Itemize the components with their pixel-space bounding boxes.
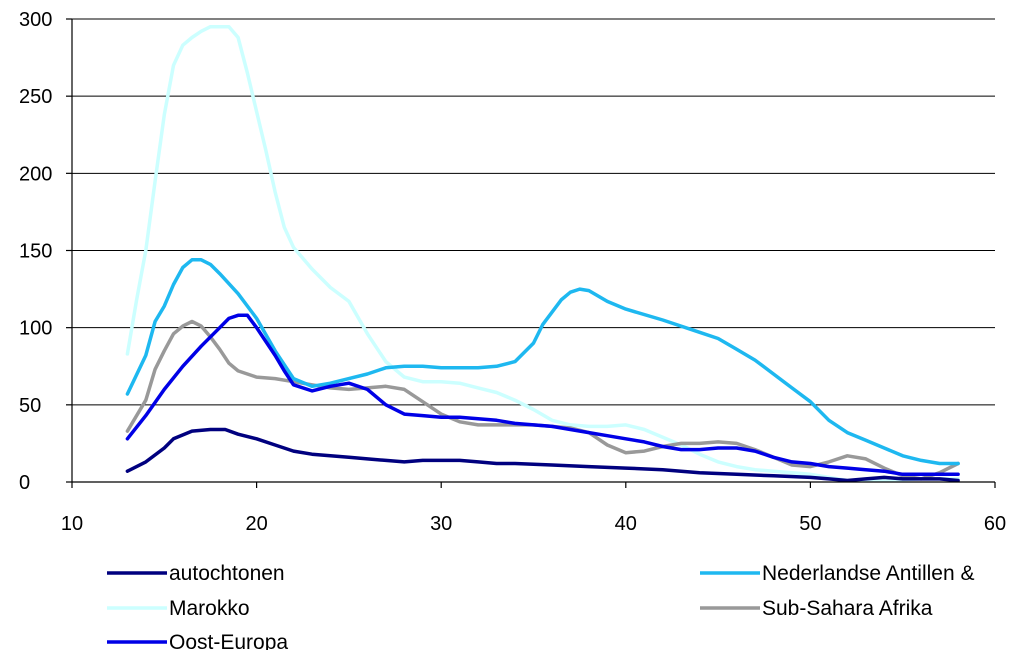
legend-label-nederlandse-antillen: Nederlandse Antillen & — [762, 562, 974, 585]
x-tick-label: 60 — [984, 513, 1006, 535]
legend-label-oost-europa: Oost-Europa — [169, 631, 288, 650]
series-line-sub-sahara-afrika — [125, 319, 960, 481]
y-tick-label: 200 — [19, 163, 52, 185]
y-tick-label: 50 — [19, 395, 41, 417]
y-tick-label: 100 — [19, 318, 52, 340]
x-tick-label: 10 — [61, 513, 83, 535]
series-line-nederlandse-antillen — [125, 258, 960, 466]
y-tick-label: 300 — [19, 9, 52, 31]
x-tick-label: 40 — [615, 513, 637, 535]
x-tick-label: 50 — [799, 513, 821, 535]
x-tick-label: 20 — [245, 513, 267, 535]
gridlines — [72, 18, 995, 406]
y-tick-label: 150 — [19, 241, 52, 263]
legend-label-marokko: Marokko — [169, 597, 250, 620]
legend: autochtonen Nederlandse Antillen & Marokko… — [107, 562, 974, 650]
series-line-oost-europa — [125, 313, 960, 477]
series-line-marokko — [125, 24, 960, 483]
y-tick-label: 250 — [19, 86, 52, 108]
legend-label-autochtonen: autochtonen — [169, 562, 285, 585]
y-tick-label: 0 — [19, 472, 30, 494]
series-lines — [125, 24, 960, 483]
axes: 0 50 100 150 200 250 300 10 20 30 40 50 60 — [19, 9, 1006, 535]
series-line-autochtonen — [125, 427, 960, 483]
legend-label-sub-sahara-afrika: Sub-Sahara Afrika — [762, 597, 933, 620]
x-tick-label: 30 — [430, 513, 452, 535]
